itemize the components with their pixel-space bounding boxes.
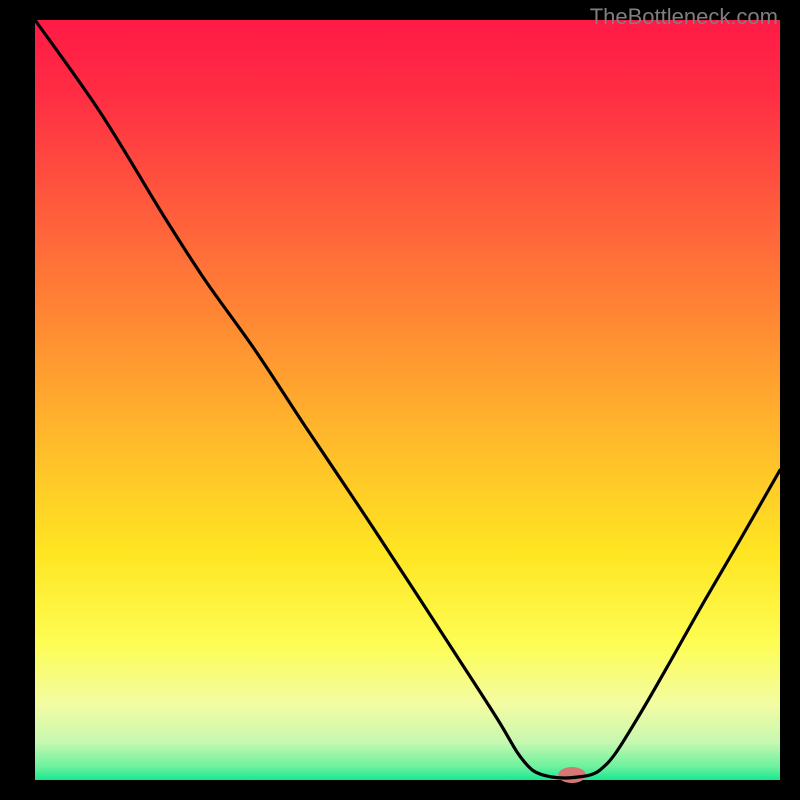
- curve-overlay: [0, 0, 800, 800]
- bottleneck-curve: [35, 20, 780, 778]
- chart-stage: TheBottleneck.com: [0, 0, 800, 800]
- watermark-label: TheBottleneck.com: [590, 4, 778, 30]
